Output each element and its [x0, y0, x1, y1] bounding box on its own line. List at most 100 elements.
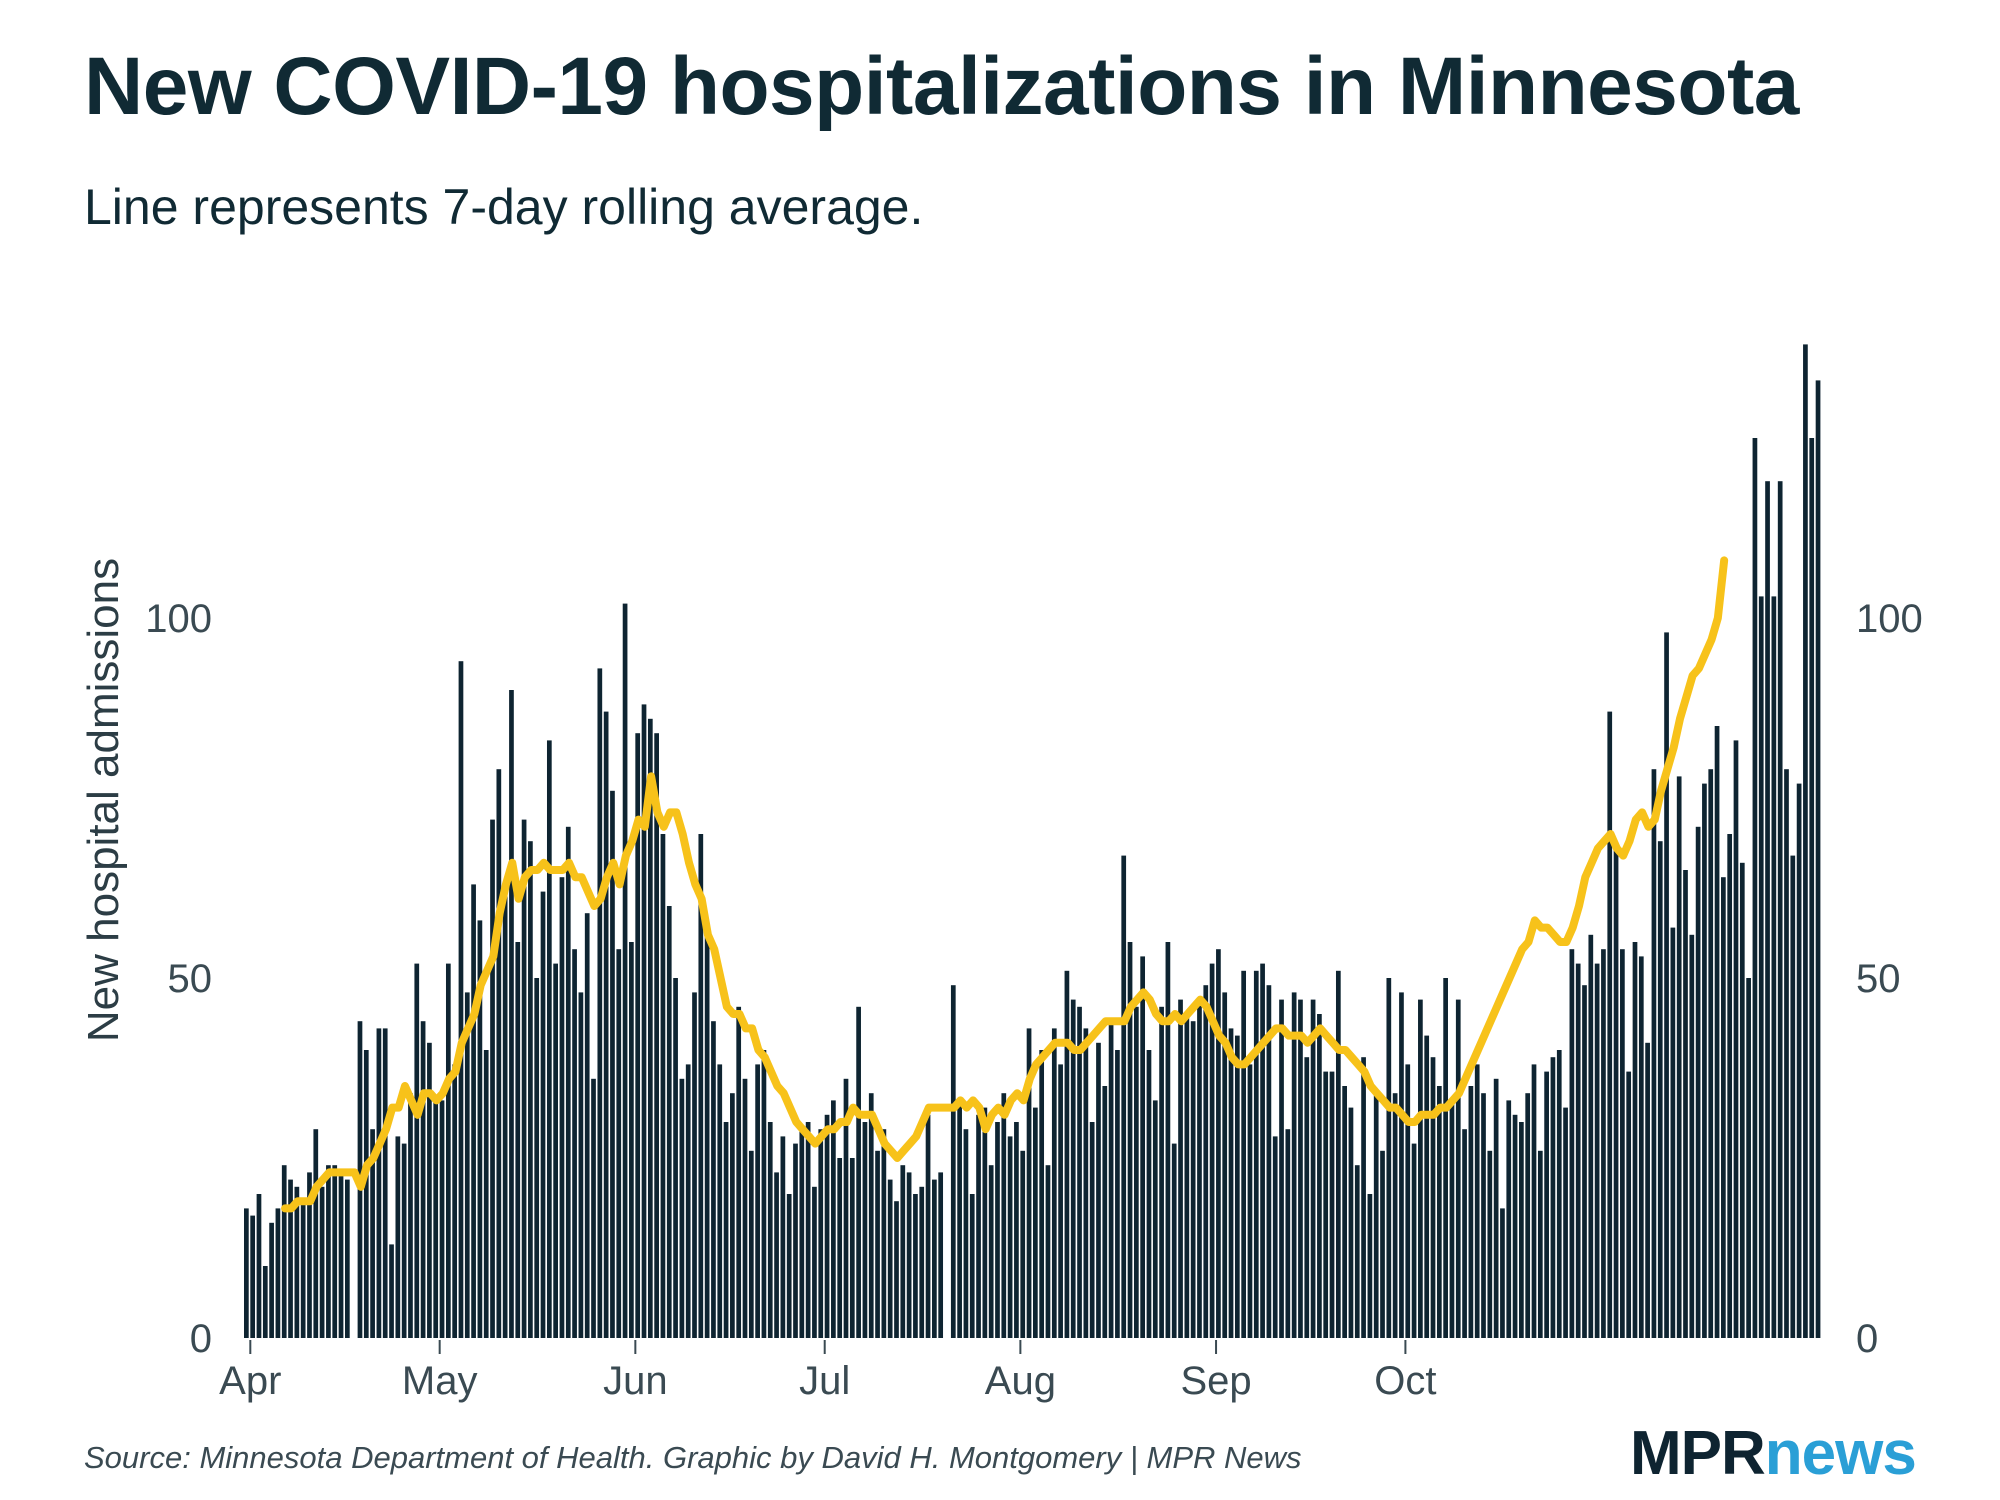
- bar: [515, 942, 521, 1338]
- bar: [894, 1201, 899, 1338]
- bar: [389, 1244, 394, 1338]
- bar: [976, 1114, 981, 1338]
- bar: [1386, 978, 1392, 1338]
- bar: [1298, 999, 1303, 1338]
- bar: [1070, 999, 1076, 1338]
- bar: [786, 1194, 792, 1338]
- bar: [1184, 1014, 1190, 1338]
- bar: [837, 1158, 843, 1338]
- bar: [1784, 769, 1789, 1338]
- bar: [300, 1201, 306, 1338]
- bar: [647, 718, 653, 1338]
- bar: [1001, 1093, 1007, 1338]
- bar: [1695, 826, 1701, 1338]
- x-tick-label: Aug: [985, 1359, 1056, 1403]
- bar: [1563, 1107, 1568, 1338]
- bar: [1733, 740, 1739, 1338]
- bar: [1115, 1050, 1120, 1338]
- bar: [1702, 783, 1707, 1338]
- bar: [553, 963, 558, 1338]
- bar: [1405, 1064, 1411, 1338]
- bar: [881, 1129, 887, 1338]
- bar: [1279, 999, 1284, 1338]
- mpr-news-logo: MPRnews: [1630, 1418, 1917, 1489]
- bar: [395, 1136, 401, 1338]
- bar: [1777, 481, 1783, 1338]
- y-tick-label-left: 0: [190, 1317, 212, 1361]
- bar: [1140, 956, 1146, 1338]
- y-tick-label-right: 100: [1856, 597, 1923, 641]
- bar: [1455, 999, 1461, 1338]
- bar: [698, 834, 704, 1338]
- bar: [666, 906, 672, 1338]
- bar: [1582, 985, 1587, 1338]
- bar: [1626, 1071, 1632, 1338]
- bar: [1689, 934, 1695, 1338]
- bar: [1077, 1006, 1082, 1338]
- bar: [799, 1129, 805, 1338]
- bar: [483, 1050, 489, 1338]
- bar: [849, 1158, 855, 1338]
- bar: [326, 1165, 331, 1338]
- bar: [862, 1122, 868, 1338]
- bar: [906, 1172, 912, 1338]
- bar: [1556, 1050, 1562, 1338]
- bar: [262, 1266, 268, 1338]
- bar: [932, 1179, 937, 1338]
- bar: [1575, 963, 1581, 1338]
- bar: [1266, 985, 1272, 1338]
- logo-mpr: MPR: [1630, 1419, 1766, 1488]
- bar: [1815, 380, 1821, 1338]
- bar: [793, 1143, 798, 1338]
- bar: [610, 790, 615, 1338]
- x-tick-label: Apr: [219, 1359, 281, 1403]
- bar: [559, 877, 565, 1338]
- bar: [1531, 1064, 1537, 1338]
- bar: [1304, 1057, 1310, 1338]
- bar: [1310, 999, 1316, 1338]
- bar: [748, 1150, 754, 1338]
- bar: [1651, 769, 1657, 1338]
- bar: [704, 934, 710, 1338]
- bar: [654, 733, 659, 1338]
- x-axis: Apr May Jun Jul Aug Sep Oct: [219, 1340, 1437, 1403]
- bar: [1317, 1014, 1322, 1338]
- bar: [1796, 783, 1802, 1338]
- bar: [1418, 999, 1423, 1338]
- bar: [1676, 776, 1682, 1338]
- bar: [477, 920, 483, 1338]
- bar: [1190, 1021, 1196, 1338]
- bar: [382, 1028, 388, 1338]
- bar: [521, 819, 527, 1338]
- bar: [1178, 999, 1183, 1338]
- bar: [1228, 1028, 1234, 1338]
- bar: [1809, 438, 1815, 1338]
- bar: [433, 1100, 439, 1338]
- bar: [1683, 870, 1688, 1338]
- bar: [1493, 1078, 1499, 1338]
- bar: [420, 1021, 426, 1338]
- bar: [1790, 855, 1796, 1338]
- bar: [969, 1194, 975, 1338]
- bar: [1588, 934, 1594, 1338]
- bar: [1241, 970, 1247, 1338]
- bar: [502, 884, 508, 1338]
- bar: [1746, 978, 1751, 1338]
- y-axis-right: 0 50 100: [1856, 597, 1923, 1361]
- bar: [439, 1100, 445, 1338]
- bar: [1253, 970, 1259, 1338]
- bar: [1209, 963, 1215, 1338]
- bar: [1411, 1143, 1417, 1338]
- bar: [1613, 848, 1619, 1338]
- bar: [584, 913, 590, 1338]
- bar: [1657, 841, 1663, 1338]
- bar: [1247, 1064, 1253, 1338]
- bar: [818, 1129, 824, 1338]
- bar: [660, 834, 666, 1338]
- bar: [1058, 1064, 1063, 1338]
- bar: [1039, 1050, 1045, 1338]
- bar: [509, 690, 514, 1338]
- bar: [1727, 834, 1733, 1338]
- bar: [1424, 1035, 1430, 1338]
- bar-series: [244, 344, 1821, 1338]
